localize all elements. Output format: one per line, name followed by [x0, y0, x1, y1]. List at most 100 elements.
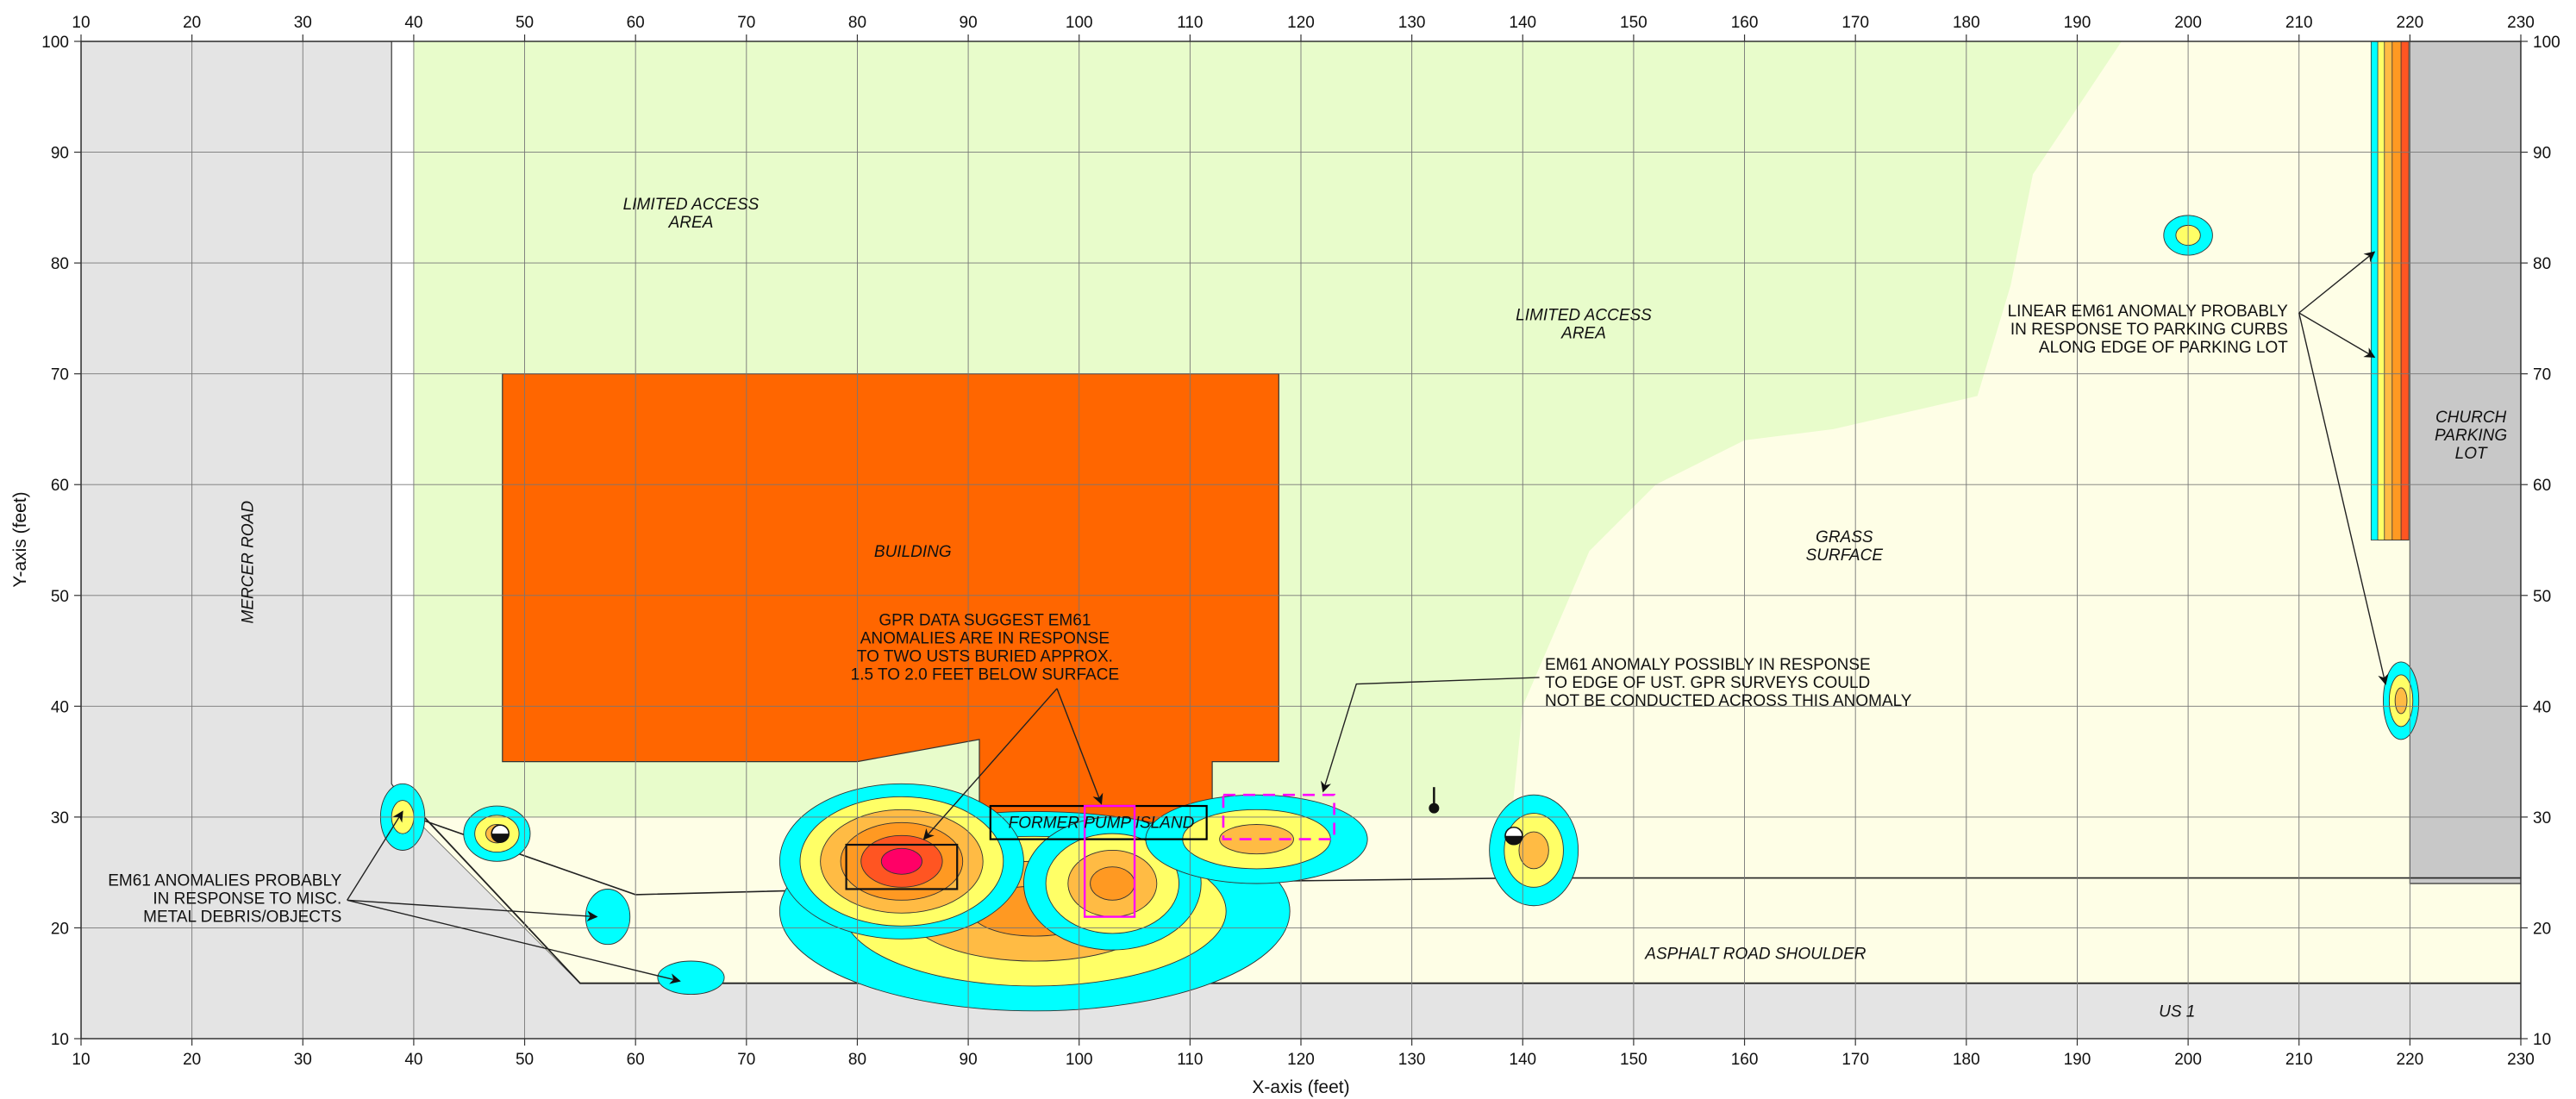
x-tick-label-top: 40	[404, 14, 422, 32]
y-tick-label-left: 40	[51, 698, 69, 716]
x-tick-label-top: 180	[1953, 14, 1980, 32]
x-tick-label-top: 30	[294, 14, 312, 32]
leader-arrow	[922, 688, 1058, 840]
y-tick-label-left: 30	[51, 809, 69, 827]
annotation-em61-misc-note: EM61 ANOMALIES PROBABLY IN RESPONSE TO MI…	[108, 872, 341, 927]
x-tick-label-bottom: 110	[1177, 1051, 1203, 1069]
map-label-limited-access-area-1: LIMITED ACCESS AREA	[623, 196, 760, 232]
x-tick-label-bottom: 80	[848, 1051, 866, 1069]
anomaly-contour	[585, 889, 631, 946]
x-tick-label-bottom: 160	[1731, 1051, 1759, 1069]
x-tick-label-top: 10	[72, 14, 90, 32]
y-tick-label-right: 10	[2533, 1031, 2551, 1049]
x-tick-label-bottom: 50	[516, 1051, 534, 1069]
x-tick-label-top: 80	[848, 14, 866, 32]
map-label-church-parking-lot: CHURCH PARKING LOT	[2435, 409, 2507, 463]
y-tick-label-left: 20	[51, 920, 69, 938]
x-tick-label-top: 70	[737, 14, 755, 32]
x-tick-label-bottom: 100	[1066, 1051, 1093, 1069]
x-tick-label-top: 20	[183, 14, 201, 32]
y-tick-label-left: 100	[41, 34, 69, 52]
ust-outline-possible	[1222, 793, 1335, 840]
plot-area	[81, 41, 2521, 1039]
map-label-limited-access-area-2: LIMITED ACCESS AREA	[1516, 307, 1652, 343]
x-tick-label-top: 130	[1398, 14, 1426, 32]
x-tick-label-top: 60	[627, 14, 645, 32]
map-label-grass-surface: GRASS SURFACE	[1806, 528, 1884, 565]
anomaly-contour	[657, 960, 725, 996]
annotation-notes: GPR DATA SUGGEST EM61 ANOMALIES ARE IN RE…	[108, 303, 2288, 927]
x-tick-label-bottom: 90	[960, 1051, 978, 1069]
x-tick-label-top: 230	[2507, 14, 2535, 32]
x-tick-label-top: 120	[1287, 14, 1315, 32]
annotation-gpr-note: GPR DATA SUGGEST EM61 ANOMALIES ARE IN RE…	[851, 611, 1120, 684]
map-label-mercer-road: MERCER ROAD	[239, 501, 257, 624]
x-tick-label-bottom: 20	[183, 1051, 201, 1069]
utility-marker-icon	[491, 824, 1523, 846]
x-tick-label-top: 170	[1841, 14, 1869, 32]
x-tick-label-top: 50	[516, 14, 534, 32]
anomaly-contour	[778, 783, 1024, 940]
grid-lines	[81, 41, 2521, 1039]
x-tick-label-bottom: 120	[1287, 1051, 1315, 1069]
y-tick-label-left: 60	[51, 477, 69, 495]
y-tick-label-right: 100	[2533, 34, 2560, 52]
y-tick-label-left: 50	[51, 588, 69, 606]
monitoring-well-icon	[1429, 787, 1440, 814]
x-tick-label-bottom: 230	[2507, 1051, 2535, 1069]
y-tick-label-left: 80	[51, 255, 69, 273]
y-tick-label-right: 20	[2533, 920, 2551, 938]
leader-arrow	[1056, 688, 1104, 805]
map-label-former-pump-island: FORMER PUMP ISLAND	[1009, 815, 1195, 833]
map-label-building: BUILDING	[874, 543, 952, 561]
area-labels: LIMITED ACCESS AREA LIMITED ACCESS AREA BUIL…	[239, 196, 2507, 1021]
anomaly-contour	[2383, 661, 2420, 740]
parking-curb-linear-anomaly	[2370, 41, 2410, 540]
x-tick-label-top: 200	[2174, 14, 2202, 32]
x-tick-label-bottom: 60	[627, 1051, 645, 1069]
y-tick-label-right: 80	[2533, 255, 2551, 273]
x-tick-label-bottom: 70	[737, 1051, 755, 1069]
y-tick-label-right: 70	[2533, 366, 2551, 384]
y-tick-label-left: 10	[51, 1031, 69, 1049]
x-tick-label-bottom: 180	[1953, 1051, 1980, 1069]
leader-arrows	[347, 251, 2389, 984]
y-tick-label-right: 50	[2533, 588, 2551, 606]
x-tick-label-bottom: 170	[1841, 1051, 1869, 1069]
x-tick-label-top: 210	[2285, 14, 2313, 32]
annotation-linear-em61-note: LINEAR EM61 ANOMALY PROBABLY IN RESPONSE …	[2008, 303, 2289, 357]
x-tick-label-bottom: 150	[1620, 1051, 1648, 1069]
map-label-asphalt-road-shoulder: ASPHALT ROAD SHOULDER	[1644, 945, 1866, 963]
x-tick-label-bottom: 210	[2285, 1051, 2313, 1069]
x-tick-label-top: 150	[1620, 14, 1648, 32]
x-tick-label-top: 220	[2397, 14, 2424, 32]
x-tick-label-bottom: 140	[1509, 1051, 1536, 1069]
leader-arrow	[347, 810, 403, 901]
y-axis-title: Y-axis (feet)	[10, 491, 30, 587]
x-tick-label-bottom: 10	[72, 1051, 90, 1069]
x-tick-label-top: 110	[1177, 14, 1203, 32]
y-tick-label-right: 90	[2533, 145, 2551, 163]
valve-marker-icon	[491, 824, 510, 843]
leader-arrow	[2298, 312, 2376, 359]
us1-edge-line	[413, 805, 2521, 984]
valve-marker-icon	[1504, 826, 1523, 846]
x-tick-label-top: 100	[1066, 14, 1093, 32]
map-label-us-1: US 1	[2159, 1002, 2195, 1021]
x-tick-label-bottom: 30	[294, 1051, 312, 1069]
ust-outline-west	[845, 843, 959, 890]
x-tick-label-bottom: 40	[404, 1051, 422, 1069]
leader-arrow	[1321, 677, 1540, 793]
y-tick-label-right: 30	[2533, 809, 2551, 827]
x-tick-label-bottom: 130	[1398, 1051, 1426, 1069]
x-tick-label-top: 90	[960, 14, 978, 32]
x-tick-label-top: 140	[1509, 14, 1536, 32]
ust-outline-east	[1083, 804, 1136, 918]
leader-arrow	[2298, 251, 2376, 314]
y-tick-label-right: 40	[2533, 698, 2551, 716]
em61-contour-anomalies	[379, 215, 2420, 1012]
curb-anomaly-band	[2400, 41, 2410, 540]
y-tick-label-left: 70	[51, 366, 69, 384]
x-axis-title: X-axis (feet)	[1252, 1077, 1349, 1097]
